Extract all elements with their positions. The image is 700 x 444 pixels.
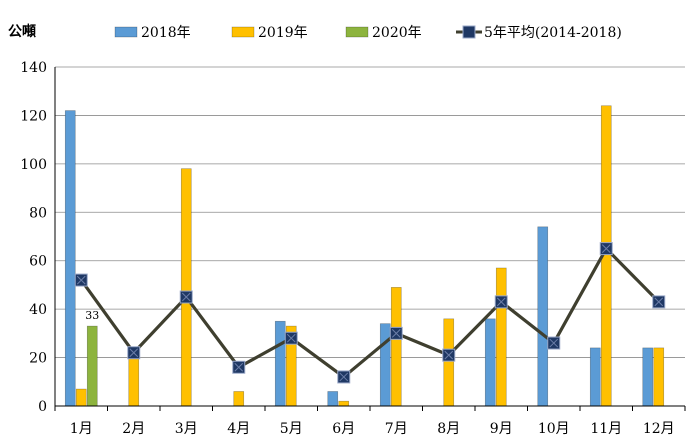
average-marker-cross [444,350,454,360]
average-marker-cross [339,372,349,382]
average-marker-cross [129,348,139,358]
x-tick-label: 5月 [280,421,303,437]
y-axis-unit-label: 公噸 [8,23,36,40]
bar-2019年 [75,388,87,407]
average-marker-cross [76,275,86,285]
bars [64,105,665,407]
x-tick-label: 10月 [538,421,570,437]
average-marker-cross [391,329,401,338]
bar-2018年 [537,226,549,407]
legend-marker [462,25,476,39]
bar-2019年 [443,318,455,407]
average-marker-cross [549,338,559,348]
average-line [79,247,660,379]
x-tick-label: 7月 [385,421,408,437]
legend-swatch-2020年 [345,26,369,38]
x-tick-label: 12月 [643,421,675,437]
bar-2018年 [274,320,286,407]
bar-2019年 [390,287,402,407]
bar-2019年 [495,267,507,407]
bar-2018年 [642,347,654,407]
y-tick-label: 40 [29,302,47,318]
average-marker-cross [286,333,296,343]
axes [54,67,686,411]
average-marker-cross [181,292,191,302]
y-tick-label: 20 [29,351,47,367]
bar-2018年 [484,318,496,407]
bar-2018年 [64,110,76,407]
legend: 2018年 2019年 2020年 5年平均(2014-2018) [114,25,622,41]
legend-label: 5年平均(2014-2018) [484,25,622,41]
y-tick-label: 140 [20,60,47,76]
average-line-layer [74,242,666,384]
bar-2019年 [338,400,350,407]
x-tick-labels: 1月 2月 3月 4月 5月 6月 7月 8月 9月 10月 11月 12月 [70,421,675,437]
legend-swatch-2019年 [231,26,255,38]
y-tick-label: 60 [29,254,47,270]
gridlines [55,66,685,358]
x-tick-label: 2月 [122,421,145,437]
x-tick-label: 3月 [175,421,198,437]
legend-swatch-2018年 [114,26,138,38]
legend-label: 2020年 [372,25,422,41]
bar-2019年 [233,391,245,407]
data-labels: 33 [85,309,99,322]
x-tick-label: 9月 [490,421,513,437]
y-tick-label: 120 [20,108,47,124]
average-marker-cross [654,297,664,307]
x-tick-label: 11月 [590,421,622,437]
bar-2018年 [379,323,391,407]
legend-label: 2018年 [141,25,191,41]
x-tick-label: 1月 [70,421,93,437]
average-marker-cross [496,297,506,307]
bar-2018年 [327,391,339,407]
bar-2020年 [86,325,98,407]
x-tick-label: 8月 [437,421,460,437]
y-tick-label: 100 [20,157,47,173]
bar-2019年 [128,354,140,407]
legend-label: 2019年 [258,25,308,41]
y-tick-label: 80 [29,205,47,221]
data-label: 33 [85,309,99,322]
x-tick-label: 4月 [227,421,250,437]
x-tick-label: 6月 [332,421,355,437]
bar-2019年 [653,347,665,407]
average-marker-cross [234,362,244,372]
y-tick-label: 0 [38,399,47,415]
bar-2019年 [180,168,192,407]
bar-2018年 [589,347,601,407]
average-marker-cross [601,244,611,253]
y-tick-labels: 0 20 40 60 80 100 120 140 [20,60,47,415]
